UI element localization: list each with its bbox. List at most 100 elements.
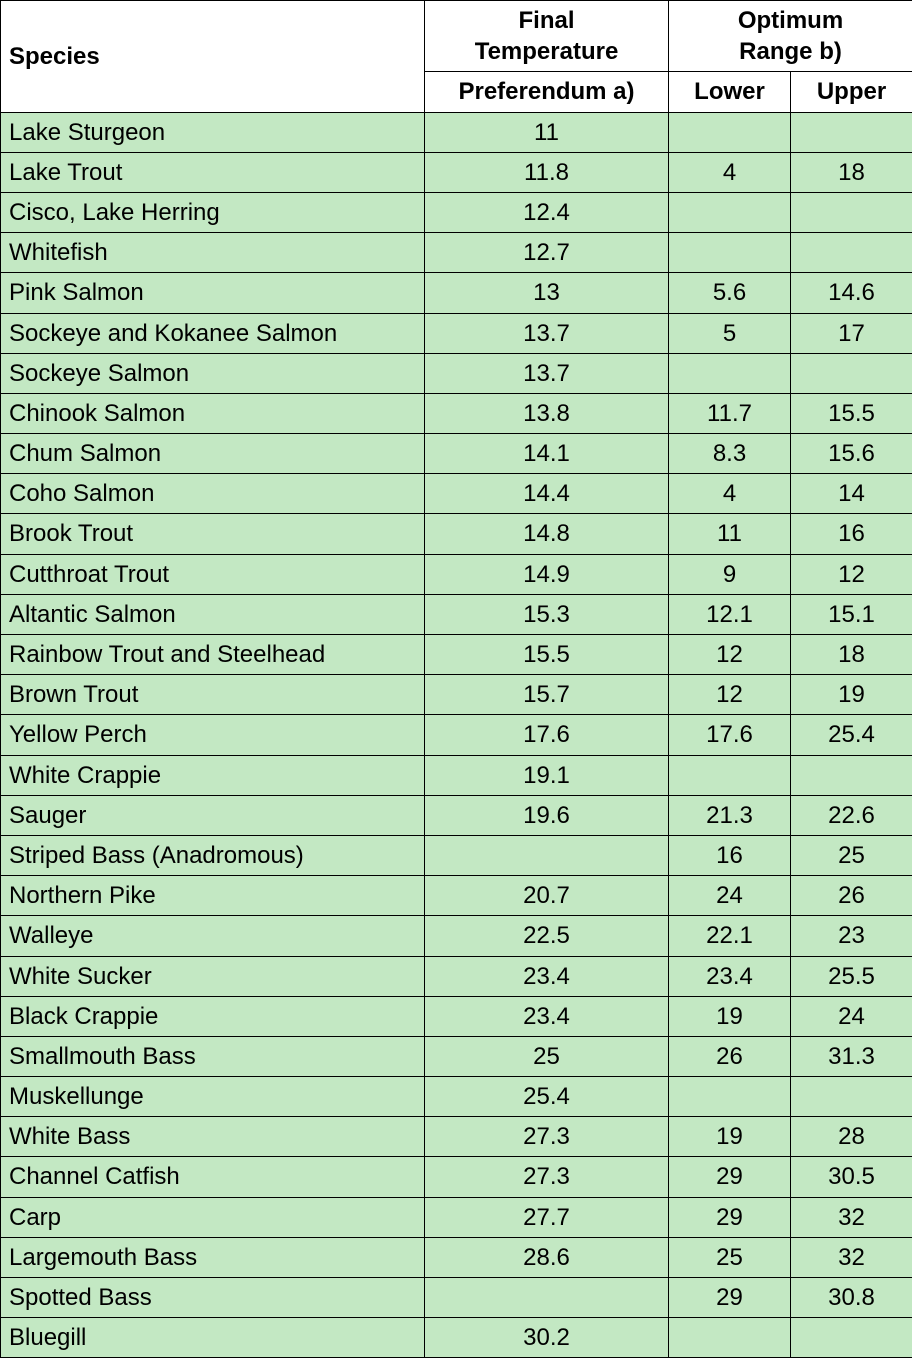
table-row: Lake Trout11.8418 — [1, 152, 912, 192]
cell-lower — [669, 755, 791, 795]
cell-final-temp: 14.1 — [425, 434, 669, 474]
cell-final-temp: 13 — [425, 273, 669, 313]
col-header-optimum-line2: Range b) — [739, 38, 842, 65]
cell-species: Bluegill — [1, 1318, 425, 1358]
table-row: Sockeye Salmon13.7 — [1, 353, 912, 393]
cell-upper: 16 — [791, 514, 912, 554]
cell-lower — [669, 192, 791, 232]
cell-species: Striped Bass (Anadromous) — [1, 835, 425, 875]
cell-final-temp: 22.5 — [425, 916, 669, 956]
cell-upper: 32 — [791, 1237, 912, 1277]
cell-upper: 14 — [791, 474, 912, 514]
cell-species: Sockeye and Kokanee Salmon — [1, 313, 425, 353]
cell-species: Coho Salmon — [1, 474, 425, 514]
cell-lower: 12 — [669, 635, 791, 675]
cell-species: Largemouth Bass — [1, 1237, 425, 1277]
cell-final-temp: 17.6 — [425, 715, 669, 755]
cell-lower: 21.3 — [669, 795, 791, 835]
cell-upper: 14.6 — [791, 273, 912, 313]
cell-species: Altantic Salmon — [1, 594, 425, 634]
cell-lower: 25 — [669, 1237, 791, 1277]
cell-final-temp: 11.8 — [425, 152, 669, 192]
cell-lower — [669, 353, 791, 393]
cell-lower: 23.4 — [669, 956, 791, 996]
col-header-optimum-line1: Optimum — [738, 7, 843, 34]
cell-final-temp: 11 — [425, 112, 669, 152]
species-temperature-table: Species Final Temperature Optimum Range … — [0, 0, 912, 1358]
cell-species: Cutthroat Trout — [1, 554, 425, 594]
table-row: Sockeye and Kokanee Salmon13.7517 — [1, 313, 912, 353]
table-row: Muskellunge25.4 — [1, 1077, 912, 1117]
cell-species: Sockeye Salmon — [1, 353, 425, 393]
table-row: White Crappie19.1 — [1, 755, 912, 795]
cell-lower — [669, 1077, 791, 1117]
cell-final-temp: 27.3 — [425, 1117, 669, 1157]
cell-final-temp — [425, 1278, 669, 1318]
cell-lower: 24 — [669, 876, 791, 916]
cell-lower: 4 — [669, 152, 791, 192]
cell-upper: 24 — [791, 996, 912, 1036]
cell-species: Rainbow Trout and Steelhead — [1, 635, 425, 675]
cell-final-temp: 19.1 — [425, 755, 669, 795]
cell-lower: 29 — [669, 1278, 791, 1318]
table-row: Smallmouth Bass252631.3 — [1, 1036, 912, 1076]
cell-lower: 26 — [669, 1036, 791, 1076]
cell-upper: 30.8 — [791, 1278, 912, 1318]
cell-upper — [791, 112, 912, 152]
table-row: Channel Catfish27.32930.5 — [1, 1157, 912, 1197]
cell-upper: 22.6 — [791, 795, 912, 835]
cell-species: Yellow Perch — [1, 715, 425, 755]
cell-final-temp: 15.7 — [425, 675, 669, 715]
cell-upper: 25 — [791, 835, 912, 875]
cell-lower: 22.1 — [669, 916, 791, 956]
table-row: Carp27.72932 — [1, 1197, 912, 1237]
table-row: Cutthroat Trout14.9912 — [1, 554, 912, 594]
cell-final-temp: 13.7 — [425, 353, 669, 393]
cell-species: Sauger — [1, 795, 425, 835]
cell-upper: 25.4 — [791, 715, 912, 755]
table-row: Coho Salmon14.4414 — [1, 474, 912, 514]
cell-final-temp: 15.5 — [425, 635, 669, 675]
cell-upper: 18 — [791, 152, 912, 192]
cell-lower: 11.7 — [669, 393, 791, 433]
table-body: Lake Sturgeon11Lake Trout11.8418Cisco, L… — [1, 112, 912, 1358]
cell-final-temp: 30.2 — [425, 1318, 669, 1358]
cell-lower — [669, 1318, 791, 1358]
cell-final-temp — [425, 835, 669, 875]
cell-species: White Bass — [1, 1117, 425, 1157]
cell-species: Pink Salmon — [1, 273, 425, 313]
cell-final-temp: 19.6 — [425, 795, 669, 835]
cell-upper — [791, 192, 912, 232]
cell-lower: 17.6 — [669, 715, 791, 755]
col-header-upper: Upper — [791, 72, 912, 112]
cell-species: Whitefish — [1, 233, 425, 273]
cell-final-temp: 23.4 — [425, 956, 669, 996]
cell-lower: 19 — [669, 1117, 791, 1157]
cell-species: Lake Sturgeon — [1, 112, 425, 152]
cell-upper: 23 — [791, 916, 912, 956]
cell-upper: 15.6 — [791, 434, 912, 474]
cell-species: Carp — [1, 1197, 425, 1237]
table-row: Pink Salmon135.614.6 — [1, 273, 912, 313]
cell-lower: 11 — [669, 514, 791, 554]
cell-upper — [791, 353, 912, 393]
cell-lower: 9 — [669, 554, 791, 594]
table-row: White Sucker23.423.425.5 — [1, 956, 912, 996]
table-row: Walleye22.522.123 — [1, 916, 912, 956]
cell-species: White Sucker — [1, 956, 425, 996]
cell-lower: 29 — [669, 1157, 791, 1197]
table-row: Brook Trout14.81116 — [1, 514, 912, 554]
cell-lower: 5 — [669, 313, 791, 353]
cell-species: Chinook Salmon — [1, 393, 425, 433]
col-header-final-temp-line2: Temperature — [475, 38, 619, 65]
cell-final-temp: 15.3 — [425, 594, 669, 634]
cell-upper: 15.1 — [791, 594, 912, 634]
col-header-final-temp-top: Final Temperature — [425, 1, 669, 72]
cell-lower: 4 — [669, 474, 791, 514]
col-header-species: Species — [1, 1, 425, 113]
cell-species: Black Crappie — [1, 996, 425, 1036]
cell-upper — [791, 1077, 912, 1117]
cell-final-temp: 23.4 — [425, 996, 669, 1036]
table-row: Chum Salmon14.18.315.6 — [1, 434, 912, 474]
col-header-final-temp-bottom: Preferendum a) — [425, 72, 669, 112]
